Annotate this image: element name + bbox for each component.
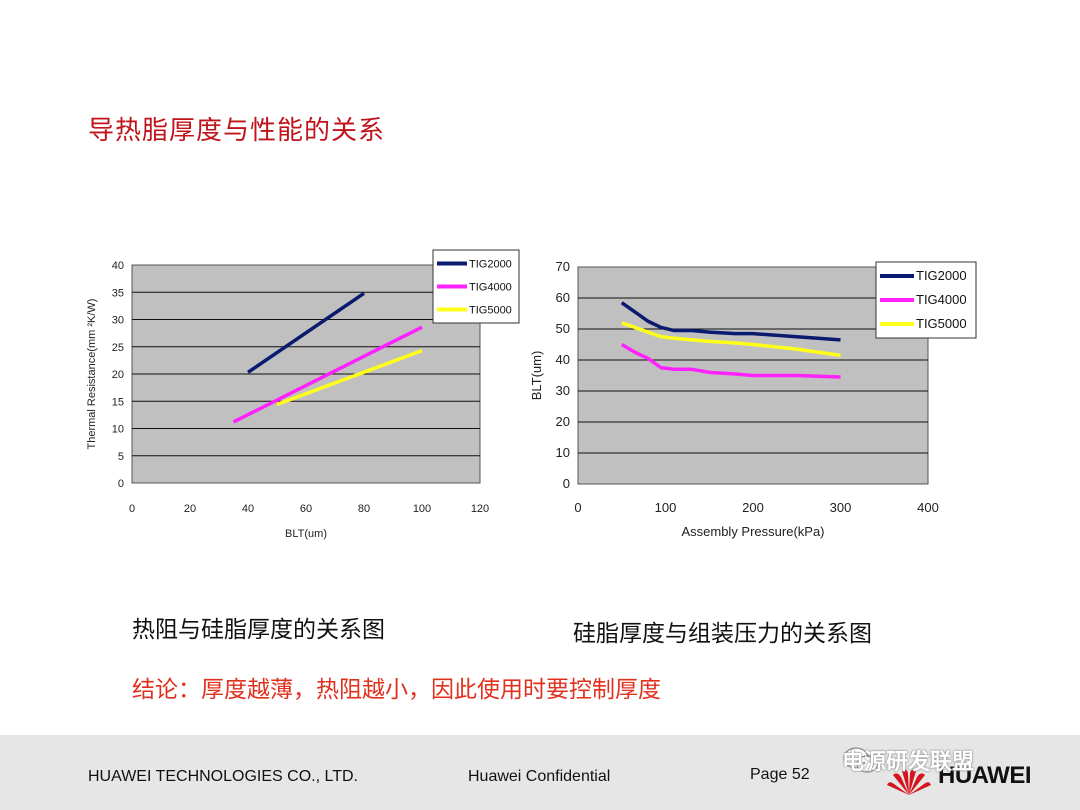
y-tick-label: 40: [556, 352, 570, 367]
series-line-tig2000: [247, 291, 365, 374]
x-tick-label: 100: [655, 500, 677, 515]
conclusion-text: 结论：厚度越薄，热阻越小，因此使用时要控制厚度: [132, 677, 661, 703]
series-line-tig4000: [620, 342, 841, 379]
x-axis-label: Assembly Pressure(kPa): [681, 524, 824, 539]
y-tick-label: 30: [112, 315, 124, 327]
y-tick-label: 20: [556, 414, 570, 429]
y-tick-label: 70: [556, 259, 570, 274]
legend-label: TIG5000: [916, 316, 967, 331]
y-tick-label: 50: [556, 321, 570, 336]
x-tick-label: 400: [917, 500, 939, 515]
x-axis-label: BLT(um): [285, 528, 327, 540]
legend-label: TIG4000: [916, 292, 967, 307]
y-tick-label: 15: [112, 396, 124, 408]
footer-confidential: Huawei Confidential: [468, 768, 611, 785]
x-tick-label: 60: [300, 503, 312, 515]
x-tick-label: 0: [129, 503, 135, 515]
series-line-tig5000: [276, 348, 423, 407]
y-tick-label: 10: [112, 424, 124, 436]
y-tick-label: 0: [563, 476, 570, 491]
y-tick-label: 40: [112, 260, 124, 272]
y-tick-label: 10: [556, 445, 570, 460]
footer-company: HUAWEI TECHNOLOGIES CO., LTD.: [88, 768, 358, 785]
huawei-logo-text: HUAWEI: [938, 762, 1032, 789]
x-tick-label: 120: [471, 503, 489, 515]
x-tick-label: 80: [358, 503, 370, 515]
watermark-text: 电源研发联盟: [842, 750, 975, 775]
y-tick-label: 0: [118, 478, 124, 490]
x-tick-label: 40: [242, 503, 254, 515]
x-tick-label: 20: [184, 503, 196, 515]
wechat-icon: [843, 747, 878, 773]
y-axis-label: Thermal Resistance(mm ²K/W): [86, 299, 98, 450]
legend-label: TIG4000: [469, 282, 512, 294]
y-tick-label: 30: [556, 383, 570, 398]
x-tick-label: 100: [413, 503, 431, 515]
y-tick-label: 20: [112, 369, 124, 381]
caption-right: 硅脂厚度与组装压力的关系图: [573, 621, 872, 647]
blt-pressure-chart: 0 10 20 30 40 50 60 70 0 100 200 300 400 Assembly Pre…: [529, 259, 977, 539]
footer-bar: HUAWEI TECHNOLOGIES CO., LTD. Huawei Con…: [0, 735, 1080, 810]
x-tick-label: 200: [742, 500, 764, 515]
thermal-resistance-chart: 0 5 10 15 20 25 30 35 40 0 20 40 60 80 100 120 BLT(um) Th…: [86, 249, 520, 540]
legend-label: TIG2000: [469, 259, 512, 271]
y-axis-label: BLT(um): [529, 351, 544, 401]
footer-page-number: Page 52: [750, 766, 810, 783]
huawei-logo-icon: [887, 769, 931, 795]
slide-title: 导热脂厚度与性能的关系: [88, 116, 386, 146]
series-line-tig5000: [621, 321, 841, 358]
y-tick-label: 60: [556, 290, 570, 305]
legend-label: TIG5000: [469, 305, 512, 317]
legend-label: TIG2000: [916, 268, 967, 283]
series-line-tig2000: [620, 301, 841, 342]
y-tick-label: 25: [112, 342, 124, 354]
x-tick-label: 300: [830, 500, 852, 515]
x-tick-label: 0: [574, 500, 581, 515]
caption-left: 热阻与硅脂厚度的关系图: [132, 617, 385, 643]
y-tick-label: 35: [112, 287, 124, 299]
y-tick-label: 5: [118, 451, 124, 463]
series-line-tig4000: [232, 325, 423, 424]
